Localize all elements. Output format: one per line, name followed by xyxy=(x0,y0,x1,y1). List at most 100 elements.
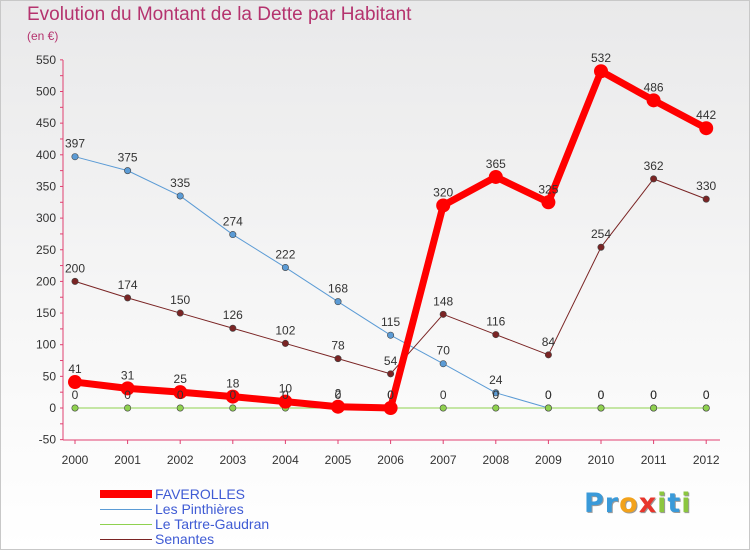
data-label-les-pinthieres: 115 xyxy=(381,315,400,329)
legend-label-le-tartre-gaudran: Le Tartre-Gaudran xyxy=(155,516,270,532)
point-le-tartre-gaudran xyxy=(544,404,552,412)
data-label-senantes: 200 xyxy=(65,261,85,275)
data-label-faverolles: 486 xyxy=(644,80,664,94)
data-label-le-tartre-gaudran: 0 xyxy=(492,388,499,402)
point-senantes xyxy=(334,355,342,363)
data-label-le-tartre-gaudran: 0 xyxy=(650,388,657,402)
data-label-faverolles: 365 xyxy=(486,157,506,171)
data-label-senantes: 254 xyxy=(591,227,611,241)
point-le-tartre-gaudran xyxy=(597,404,605,412)
data-label-senantes: 126 xyxy=(223,308,243,322)
line-chart: -500501001502002503003504004505005502000… xyxy=(36,51,720,467)
data-label-senantes: 54 xyxy=(384,354,398,368)
point-les-pinthieres xyxy=(229,231,237,239)
legend-label-les-pinthieres: Les Pinthières xyxy=(155,501,244,517)
data-label-faverolles: 320 xyxy=(433,185,453,199)
point-le-tartre-gaudran xyxy=(702,404,710,412)
point-senantes xyxy=(124,294,132,302)
data-label-le-tartre-gaudran: 0 xyxy=(229,388,236,402)
logo-letter: i xyxy=(681,488,692,519)
x-tick-label: 2000 xyxy=(62,453,89,467)
data-label-les-pinthieres: 0 xyxy=(703,388,710,402)
data-label-les-pinthieres: 0 xyxy=(650,388,657,402)
point-faverolles xyxy=(331,399,345,414)
point-faverolles xyxy=(120,381,135,396)
x-tick-label: 2003 xyxy=(219,453,246,467)
logo-letter: i xyxy=(657,488,668,519)
point-le-tartre-gaudran xyxy=(176,404,184,412)
y-tick-label: -50 xyxy=(39,433,57,447)
legend-swatch-faverolles xyxy=(100,490,152,498)
data-label-le-tartre-gaudran: 0 xyxy=(703,388,710,402)
point-les-pinthieres xyxy=(281,263,289,271)
data-label-senantes: 148 xyxy=(433,294,453,308)
data-label-senantes: 150 xyxy=(170,293,190,307)
y-tick-label: 550 xyxy=(36,53,56,67)
y-tick-label: 250 xyxy=(36,243,56,257)
point-les-pinthieres xyxy=(124,167,132,175)
legend-swatch-le-tartre-gaudran xyxy=(100,524,152,525)
point-senantes xyxy=(281,339,289,347)
series-line-senantes xyxy=(74,178,707,375)
point-faverolles xyxy=(488,169,503,184)
logo-letter: t xyxy=(667,488,682,519)
data-label-le-tartre-gaudran: 0 xyxy=(440,388,447,402)
x-tick-label: 2006 xyxy=(377,453,404,467)
data-label-les-pinthieres: 335 xyxy=(170,176,190,190)
data-label-faverolles: 532 xyxy=(591,51,611,65)
y-tick-label: 500 xyxy=(36,85,56,99)
data-label-le-tartre-gaudran: 0 xyxy=(124,388,131,402)
unit-label: (en €) xyxy=(27,29,59,43)
x-tick-label: 2008 xyxy=(482,453,509,467)
data-label-le-tartre-gaudran: 0 xyxy=(177,388,184,402)
point-le-tartre-gaudran xyxy=(439,404,447,412)
data-label-senantes: 84 xyxy=(542,335,556,349)
point-senantes xyxy=(71,277,79,285)
data-label-les-pinthieres: 0 xyxy=(545,388,552,402)
series-line-les-pinthieres xyxy=(74,156,707,409)
data-label-les-pinthieres: 397 xyxy=(65,137,85,151)
data-label-faverolles: 25 xyxy=(174,372,188,386)
axes: -500501001502002503003504004505005502000… xyxy=(36,53,720,467)
series-layer xyxy=(68,64,714,415)
point-les-pinthieres xyxy=(176,192,184,200)
point-les-pinthieres xyxy=(492,389,500,397)
data-label-faverolles: 0 xyxy=(387,388,394,402)
y-tick-label: 100 xyxy=(36,338,56,352)
data-label-le-tartre-gaudran: 0 xyxy=(335,388,342,402)
point-les-pinthieres xyxy=(387,331,395,339)
x-tick-label: 2002 xyxy=(167,453,194,467)
data-label-faverolles: 41 xyxy=(68,362,82,376)
data-label-le-tartre-gaudran: 0 xyxy=(282,388,289,402)
x-tick-label: 2001 xyxy=(114,453,141,467)
point-senantes xyxy=(387,370,395,378)
point-senantes xyxy=(492,331,500,339)
data-label-senantes: 102 xyxy=(275,323,295,337)
point-senantes xyxy=(650,175,658,183)
y-tick-label: 350 xyxy=(36,179,56,193)
y-tick-label: 200 xyxy=(36,274,56,288)
data-label-les-pinthieres: 375 xyxy=(118,151,138,165)
point-faverolles xyxy=(594,64,608,79)
data-label-senantes: 330 xyxy=(696,179,716,193)
y-tick-label: 400 xyxy=(36,148,56,162)
y-tick-label: 300 xyxy=(36,211,56,225)
data-label-les-pinthieres: 24 xyxy=(489,373,503,387)
point-les-pinthieres xyxy=(71,153,79,161)
x-tick-label: 2005 xyxy=(325,453,352,467)
y-tick-label: 0 xyxy=(49,401,56,415)
x-tick-label: 2012 xyxy=(693,453,720,467)
point-faverolles xyxy=(173,385,188,400)
data-label-senantes: 174 xyxy=(118,278,138,292)
point-senantes xyxy=(229,324,237,332)
data-label-faverolles: 325 xyxy=(538,182,558,196)
data-label-les-pinthieres: 0 xyxy=(598,388,605,402)
logo-letter: P xyxy=(584,488,605,519)
point-faverolles xyxy=(699,121,714,136)
legend-swatch-les-pinthieres xyxy=(100,509,152,510)
x-tick-label: 2007 xyxy=(430,453,457,467)
data-label-le-tartre-gaudran: 0 xyxy=(545,388,552,402)
data-label-senantes: 362 xyxy=(644,159,664,173)
x-tick-label: 2010 xyxy=(588,453,615,467)
